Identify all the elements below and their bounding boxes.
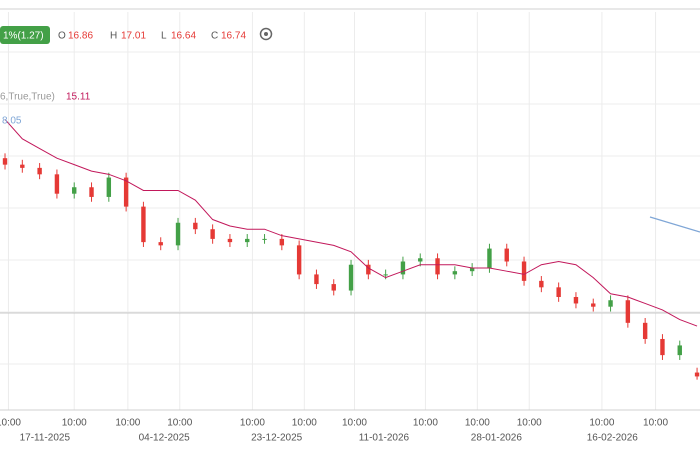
x-tick-label: 10:00 xyxy=(240,418,265,429)
candle-body xyxy=(262,238,267,240)
x-tick-label: 10:00 xyxy=(465,418,490,429)
candle-body xyxy=(296,245,302,275)
candle-body xyxy=(158,242,163,246)
x-date-label: 04-12-2025 xyxy=(139,433,191,444)
candle-body xyxy=(573,297,579,304)
candle-body xyxy=(20,164,25,168)
candle-body xyxy=(469,267,475,272)
candle-body xyxy=(106,177,112,197)
candle-body xyxy=(348,264,354,291)
x-tick-label: 10:00 xyxy=(342,418,367,429)
candle-body xyxy=(141,206,146,243)
x-date-label: 23-12-2025 xyxy=(251,433,303,444)
candle-body xyxy=(400,261,406,275)
candle-body xyxy=(694,372,700,377)
candle-body xyxy=(677,345,682,356)
candle-body xyxy=(591,303,596,307)
marks xyxy=(2,119,700,380)
ohlc-label: C xyxy=(211,31,218,42)
trend-line xyxy=(649,216,700,233)
candle-body xyxy=(366,264,371,275)
x-date-label: 28-01-2026 xyxy=(471,433,523,444)
candle-body xyxy=(175,222,181,246)
ohlc-label: H xyxy=(110,31,117,42)
candle-body xyxy=(54,174,60,194)
candle-body xyxy=(227,238,233,243)
x-tick-label: 10:00 xyxy=(62,418,87,429)
candle-body xyxy=(210,229,215,239)
ohlc-value: 16.74 xyxy=(221,31,246,42)
corner-label: 8.05 xyxy=(2,116,22,127)
candle-body xyxy=(2,158,8,165)
ohlc-value: 16.86 xyxy=(68,31,93,42)
candle-body xyxy=(608,300,613,307)
candle-body xyxy=(123,177,129,207)
candle-body xyxy=(521,261,527,281)
ohlc-label: L xyxy=(161,31,167,42)
candle-body xyxy=(418,258,423,262)
candle-body xyxy=(89,187,94,197)
candle-body xyxy=(487,248,492,268)
indicator-label: 6,True,True) xyxy=(0,92,55,103)
grid xyxy=(0,12,700,410)
candle-body xyxy=(660,338,665,356)
ohlc-value: 17.01 xyxy=(121,31,146,42)
candle-body xyxy=(72,187,77,194)
settings-gear[interactable] xyxy=(259,27,273,41)
ma-line xyxy=(4,119,698,327)
ohlc-value: 16.64 xyxy=(171,31,196,42)
indicator-value: 15.11 xyxy=(66,92,91,103)
x-tick-label: 10:00 xyxy=(115,418,140,429)
candle-body xyxy=(383,274,388,276)
x-date-label: 16-02-2026 xyxy=(587,433,639,444)
candle-body xyxy=(245,238,250,243)
x-tick-label: 10:00 xyxy=(413,418,438,429)
candle-body xyxy=(539,280,544,288)
candle-body xyxy=(556,287,561,298)
x-tick-label: 10:00 xyxy=(517,418,542,429)
x-date-label: 11-01-2026 xyxy=(359,433,410,444)
candle-body xyxy=(37,167,42,175)
candle-body xyxy=(504,248,509,262)
x-date-label: 17-11-2025 xyxy=(20,433,71,444)
candle-body xyxy=(193,222,198,230)
x-tick-label: 10:00 xyxy=(167,418,192,429)
change-badge xyxy=(0,26,50,44)
settings-icon[interactable] xyxy=(259,27,273,41)
candle-body xyxy=(452,271,458,275)
settings-gear-center[interactable] xyxy=(264,32,268,36)
change-badge-text: 1%(1.27) xyxy=(3,31,44,42)
candle-body xyxy=(625,300,631,323)
candle-body xyxy=(642,322,648,339)
candle-body xyxy=(279,238,285,246)
x-tick-label: 10:00 xyxy=(643,418,668,429)
x-tick-label: 10:00 xyxy=(0,418,21,429)
x-tick-label: 10:00 xyxy=(589,418,614,429)
candle-body xyxy=(331,284,336,291)
candle-body xyxy=(435,258,440,275)
candle-body xyxy=(314,274,319,285)
ohlc-label: O xyxy=(58,31,66,42)
x-tick-label: 10:00 xyxy=(292,418,317,429)
